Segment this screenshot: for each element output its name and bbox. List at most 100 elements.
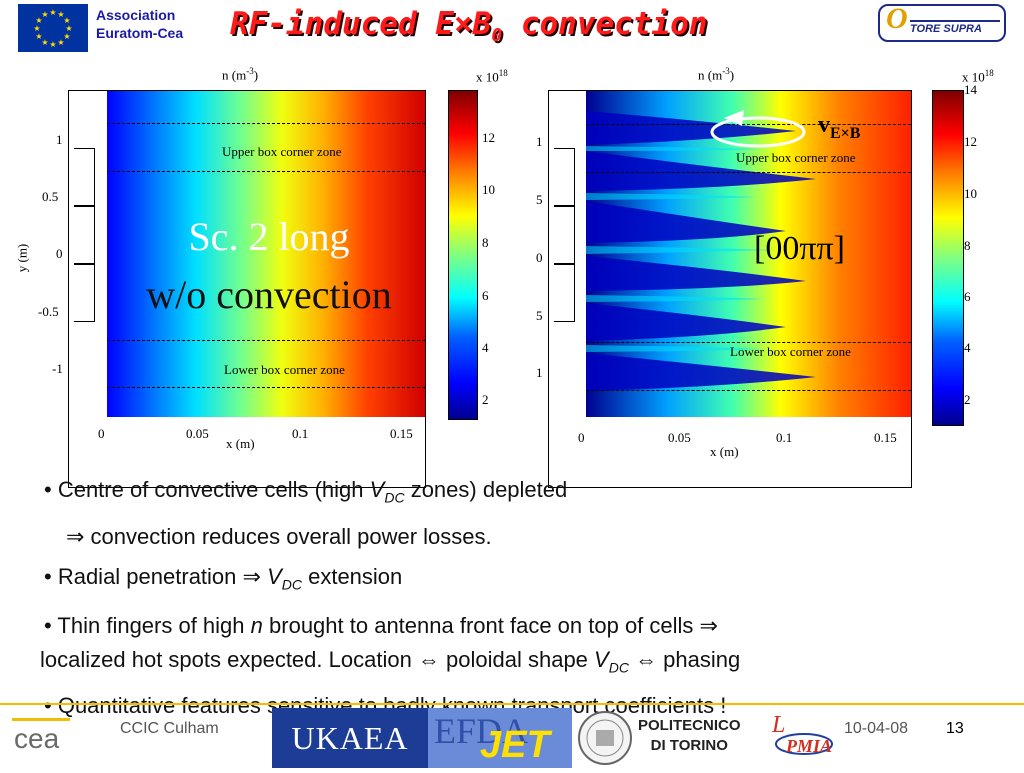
title-prefix: RF-induced E (230, 6, 454, 42)
right-plot-title: n (m-3) (698, 66, 734, 83)
bullet-1-cont: ⇒ convection reduces overall power losse… (44, 517, 994, 557)
right-title-exp: -3 (722, 66, 730, 76)
bullet-2: • Radial penetration ⇒ VDC extension (44, 564, 403, 593)
right-colorbar (932, 90, 964, 426)
bullet-2-pre: Radial penetration ⇒ (57, 564, 268, 590)
tore-supra-logo: O TORE SUPRA (878, 2, 1006, 42)
svg-text:★: ★ (41, 38, 48, 47)
svg-text:★: ★ (41, 10, 48, 19)
left-ytick-4: -0.5 (38, 304, 59, 319)
jet-text: JET (480, 724, 550, 766)
svg-text:★: ★ (63, 32, 70, 41)
right-antenna-strap-3 (554, 264, 575, 322)
slide-date: 10-04-08 (844, 720, 909, 737)
association-line1: Association (96, 7, 176, 23)
left-xtick-2: 0.05 (186, 426, 209, 441)
left-dash-2 (107, 171, 425, 172)
right-dash-4 (586, 390, 911, 391)
left-dash-3 (107, 340, 425, 341)
vexb-label: vE×B (818, 112, 860, 143)
right-antenna-strap-1 (554, 148, 575, 206)
svg-text:PMIA: PMIA (785, 736, 832, 756)
right-cbar-tick-8: 8 (964, 238, 971, 253)
right-dash-2 (586, 172, 911, 173)
event-label: CCIC Culham (120, 720, 219, 737)
tore-o-glyph: O (886, 2, 908, 35)
left-title-text: n (m (222, 67, 247, 83)
right-upper-zone-label: Upper box corner zone (736, 150, 856, 165)
bullet-1-var: V (369, 477, 385, 502)
polito-seal-icon (574, 708, 636, 768)
vexb-sub: E×B (830, 124, 861, 142)
bullet-3-cont-post: ⇔ phasing (628, 646, 741, 672)
right-ytick-4: 5 (536, 308, 543, 323)
right-cbar-tick-2: 2 (964, 392, 971, 407)
left-cbar-scale: x 1018 (476, 68, 508, 85)
right-xtick-2: 0.05 (668, 430, 691, 445)
svg-text:★: ★ (35, 16, 42, 25)
bullet-3-cont-pre: localized hot spots expected. Location ⇔… (40, 646, 595, 672)
svg-text:★: ★ (35, 32, 42, 41)
bullet-1-post: zones) depleted (404, 477, 568, 502)
svg-text:cea: cea (14, 723, 60, 754)
right-antenna-strap-2 (554, 206, 575, 264)
left-title-close: ) (253, 67, 259, 83)
left-plot-title: n (m-3) (222, 66, 258, 83)
title-b: B (472, 6, 492, 42)
polito-label: POLITECNICO DI TORINO (638, 716, 741, 756)
association-line2: Euratom-Cea (96, 25, 184, 41)
right-dash-3 (586, 342, 911, 343)
svg-text:★: ★ (49, 40, 56, 49)
title-sub: 0 (491, 25, 503, 47)
bullet-list: • Centre of convective cells (high VDC z… (40, 470, 994, 726)
right-cbar-scale: x 1018 (962, 68, 994, 85)
right-cbar-scale-exp: 18 (984, 68, 994, 78)
right-cbar-tick-10: 10 (964, 186, 977, 201)
left-cbar-scale-text: x 10 (476, 69, 499, 85)
right-cbar-tick-14: 14 (964, 82, 977, 97)
title-suffix: convection (502, 6, 708, 42)
bullet-3-post: brought to antenna front face on top of … (262, 612, 718, 638)
svg-text:★: ★ (33, 24, 40, 33)
right-title-text: n (m (698, 67, 723, 83)
left-lower-zone-label: Lower box corner zone (224, 362, 345, 377)
efda-jet-logo: EFDA JET (428, 708, 572, 768)
tore-underline (910, 20, 1000, 22)
left-ylabel: y (m) (14, 243, 30, 273)
bullet-1-sub: DC (384, 489, 405, 506)
ukaea-logo: UKAEA (272, 708, 428, 768)
right-xtick-4: 0.15 (874, 430, 897, 445)
svg-text:★: ★ (57, 10, 64, 19)
overlay-line2: w/o convection (146, 272, 392, 317)
right-ytick-2: 5 (536, 192, 543, 207)
polito-line1: POLITECNICO (638, 717, 741, 734)
bullet-3-pre: Thin fingers of high (57, 612, 251, 638)
right-xtick-3: 0.1 (776, 430, 793, 445)
left-cbar-tick-2: 2 (482, 392, 489, 407)
left-density-map (107, 91, 425, 417)
left-plot: n (m-3) x 1018 Upper box corner zone Low… (0, 60, 520, 488)
bullet-1-pre: Centre of convective cells (high (57, 477, 370, 502)
left-antenna-strap-1 (74, 148, 95, 206)
left-cbar-tick-10: 10 (482, 182, 495, 197)
svg-text:★: ★ (57, 38, 64, 47)
left-ytick-5: -1 (52, 361, 63, 376)
left-cbar-tick-6: 6 (482, 288, 489, 303)
right-dash-1 (586, 124, 911, 125)
right-xtick-1: 0 (578, 430, 585, 445)
left-ytick-2: 0.5 (42, 189, 59, 204)
vexb-v: v (818, 112, 830, 138)
left-title-exp: -3 (246, 66, 254, 76)
convection-arrow-icon (710, 110, 806, 148)
left-xtick-3: 0.1 (292, 426, 309, 441)
right-lower-zone-label: Lower box corner zone (730, 344, 851, 359)
bullet-3-cont-var: V (594, 646, 609, 672)
lpmia-logo: L PMIA (768, 708, 840, 768)
svg-text:L: L (771, 712, 785, 738)
right-xlabel: x (m) (710, 444, 739, 459)
right-ytick-5: 1 (536, 365, 543, 380)
left-dash-1 (107, 123, 425, 124)
left-overlay-text: Sc. 2 long w/o convection (104, 208, 434, 324)
bullet-3-cont: localized hot spots expected. Location ⇔… (40, 643, 994, 684)
left-dash-4 (107, 387, 425, 388)
